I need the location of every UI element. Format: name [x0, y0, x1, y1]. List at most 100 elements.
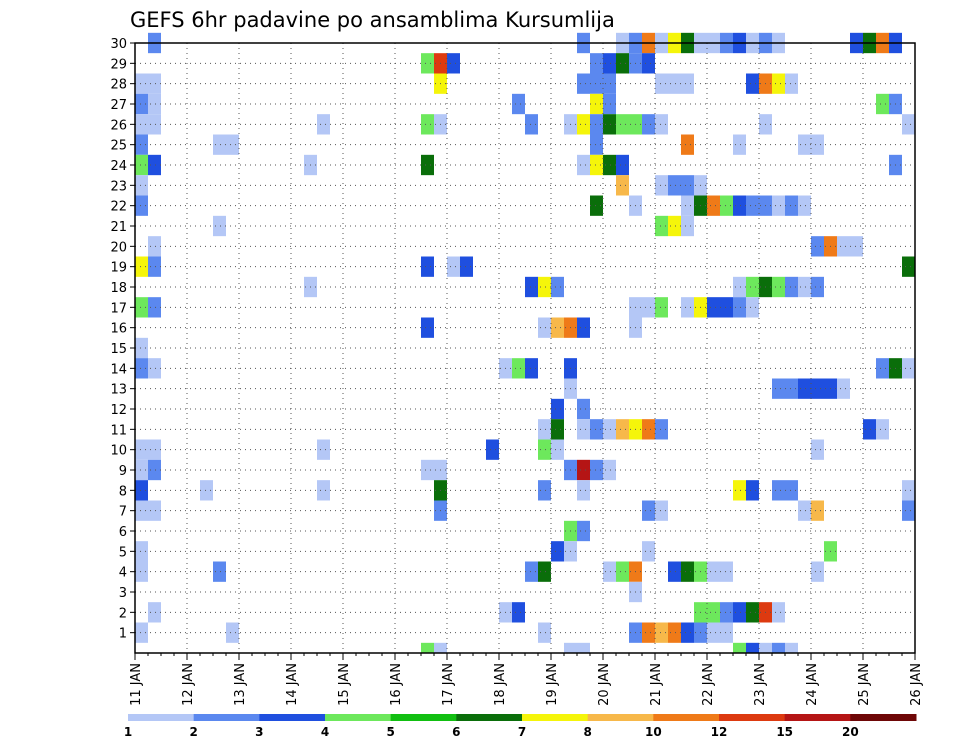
heatmap-cell [577, 398, 590, 420]
heatmap-cell [577, 154, 590, 176]
x-tick-label: 18 JAN [493, 663, 508, 706]
heatmap-cell [135, 500, 148, 521]
heatmap-cell [642, 53, 655, 74]
legend-swatch [653, 714, 720, 721]
heatmap-cell [603, 419, 616, 440]
heatmap-cell [772, 73, 785, 94]
heatmap-cell [642, 500, 655, 521]
heatmap-cell [135, 154, 148, 176]
heatmap-cell [421, 642, 434, 653]
heatmap-cell [135, 297, 148, 318]
heatmap-cell [655, 500, 668, 521]
heatmap-cell [538, 419, 551, 440]
heatmap-cell [538, 480, 551, 501]
heatmap-cell [525, 114, 538, 135]
heatmap-cell [135, 195, 148, 216]
heatmap-cell [226, 622, 239, 643]
legend-swatch [193, 714, 260, 721]
heatmap-cell [668, 73, 681, 94]
heatmap-cell [213, 561, 226, 582]
heatmap-cell [642, 419, 655, 440]
heatmap-cell [746, 195, 759, 216]
heatmap-cell [226, 134, 239, 155]
heatmap-cell [135, 561, 148, 582]
heatmap-cell [577, 459, 590, 481]
heatmap-cell [603, 154, 616, 176]
x-tick-label: 22 JAN [701, 663, 716, 706]
heatmap-cell [733, 134, 746, 155]
heatmap-cell [590, 195, 603, 216]
legend-swatch [128, 714, 195, 721]
heatmap-cell [577, 114, 590, 135]
legend-swatch [587, 714, 654, 721]
y-tick-label: 30 [110, 37, 127, 52]
heatmap-cell [421, 53, 434, 74]
y-tick-label: 14 [110, 362, 127, 377]
heatmap-cell [577, 419, 590, 440]
y-tick-label: 22 [110, 200, 127, 215]
heatmap-cell [135, 337, 148, 359]
heatmap-cell [642, 297, 655, 318]
x-tick-label: 16 JAN [389, 663, 404, 706]
legend-label: 10 [645, 725, 662, 739]
heatmap-cell [512, 602, 525, 623]
legend-swatch [784, 714, 851, 721]
heatmap-cell [603, 93, 616, 115]
heatmap-cell [616, 561, 629, 582]
heatmap-cell [785, 195, 798, 216]
y-tick-label: 25 [110, 139, 127, 154]
heatmap-cell [720, 622, 733, 643]
heatmap-cell [772, 378, 785, 399]
heatmap-cell [590, 93, 603, 115]
heatmap-cell [772, 480, 785, 501]
y-tick-label: 26 [110, 118, 127, 133]
x-tick-label: 20 JAN [597, 663, 612, 706]
heatmap-cell [720, 561, 733, 582]
y-tick-label: 3 [119, 586, 127, 601]
heatmap-cell [135, 358, 148, 379]
heatmap-cell [733, 480, 746, 501]
heatmap-cell [642, 114, 655, 135]
y-tick-label: 11 [110, 423, 127, 438]
heatmap-cell [681, 195, 694, 216]
heatmap-cell [811, 378, 824, 399]
heatmap-cell [772, 602, 785, 623]
heatmap-cell [681, 622, 694, 643]
y-tick-label: 8 [119, 484, 127, 499]
heatmap-cell [681, 297, 694, 318]
heatmap-cell [902, 500, 915, 521]
heatmap-cell [317, 439, 330, 460]
heatmap-cell [876, 93, 889, 115]
heatmap-cell [811, 439, 824, 460]
heatmap-cell [434, 642, 447, 653]
heatmap-cell [135, 459, 148, 481]
heatmap-cell [902, 114, 915, 135]
x-tick-label: 23 JAN [753, 663, 768, 706]
x-tick-label: 14 JAN [285, 663, 300, 706]
heatmap-cell [616, 419, 629, 440]
heatmap-cell [811, 500, 824, 521]
heatmap-cell [148, 297, 161, 318]
heatmap-cell [564, 642, 577, 653]
heatmap-cell [746, 480, 759, 501]
y-tick-label: 6 [119, 525, 127, 540]
heatmap-cell [746, 276, 759, 298]
heatmap-cell [681, 134, 694, 155]
heatmap-cell [525, 561, 538, 582]
legend-swatch [719, 714, 786, 721]
heatmap-cell [421, 154, 434, 176]
heatmap-cell [551, 398, 564, 420]
legend: 1 2 3 4 5 6 7 8 10 12 15 20 [124, 714, 917, 739]
heatmap-cell [785, 73, 798, 94]
heatmap-cell [837, 236, 850, 257]
heatmap-cell [720, 602, 733, 623]
legend-label: 2 [189, 725, 197, 739]
heatmap-cell [642, 541, 655, 562]
heatmap-cell [603, 73, 616, 94]
y-tick-label: 23 [110, 179, 127, 194]
heatmap-cell [616, 53, 629, 74]
y-tick-label: 9 [119, 464, 127, 479]
heatmap-cell [655, 297, 668, 318]
heatmap-cell [135, 480, 148, 501]
heatmap-cell [811, 276, 824, 298]
